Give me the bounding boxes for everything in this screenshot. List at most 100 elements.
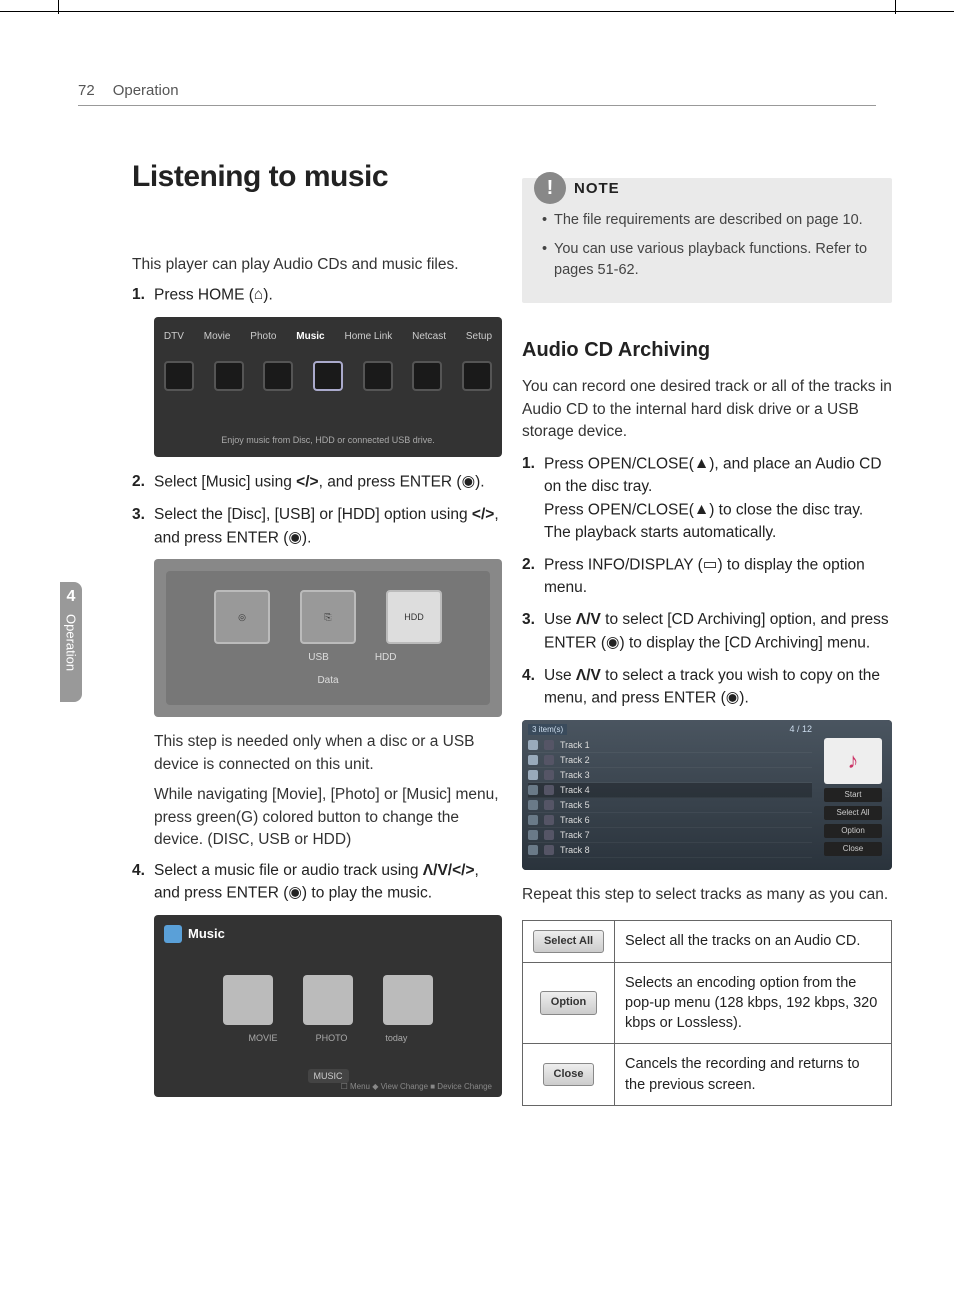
subsection-intro: You can record one desired track or all … <box>522 376 892 443</box>
track-side-btn: Start <box>824 788 882 802</box>
track-rows: Track 1Track 2Track 3Track 4Track 5Track… <box>528 738 812 858</box>
music-labels: MOVIE PHOTO today <box>154 1033 502 1043</box>
track-label: Track 2 <box>560 755 590 765</box>
netcast-icon <box>412 361 442 391</box>
option-desc: Selects an encoding option from the pop-… <box>615 962 892 1044</box>
step-number: 4. <box>522 665 544 710</box>
usb-card: ⎘ <box>300 590 356 644</box>
crop-mark-left <box>58 0 59 14</box>
intro-text: This player can play Audio CDs and music… <box>132 254 502 276</box>
step-text: Select the [Disc], [USB] or [HDD] option… <box>154 504 502 549</box>
track-list-inner: 3 item(s) 4 / 12 Track 1Track 2Track 3Tr… <box>522 720 892 870</box>
device-label: HDD <box>375 652 397 663</box>
track-checkbox-icon <box>528 755 538 765</box>
step-text: Use Λ/V to select a track you wish to co… <box>544 665 892 710</box>
step-number: 4. <box>132 860 154 905</box>
page-header: 72 Operation <box>78 82 876 106</box>
track-count: 3 item(s) <box>528 724 567 735</box>
note-label: NOTE <box>574 180 620 197</box>
home-item: Music <box>296 331 324 342</box>
track-side-btn: Option <box>824 824 882 838</box>
movie-icon <box>214 361 244 391</box>
table-row: Select All Select all the tracks on an A… <box>523 921 892 962</box>
option-button-cell: Close <box>523 1044 615 1106</box>
track-row: Track 3 <box>528 768 812 783</box>
left-steps-2: 2. Select [Music] using </>, and press E… <box>132 471 502 549</box>
step-number: 2. <box>522 554 544 599</box>
folder-card <box>383 975 433 1025</box>
step-text: Select [Music] using </>, and press ENTE… <box>154 471 502 494</box>
track-label: Track 4 <box>560 785 590 795</box>
track-row: Track 8 <box>528 843 812 858</box>
step-4: 4. Select a music file or audio track us… <box>132 860 502 905</box>
home-menu-icons <box>154 361 502 391</box>
section-name: Operation <box>113 82 179 99</box>
step-number: 2. <box>132 471 154 494</box>
enter-icon: ◉ <box>462 471 476 493</box>
rstep-3: 3. Use Λ/V to select [CD Archiving] opti… <box>522 609 892 654</box>
enter-icon: ◉ <box>606 632 620 654</box>
track-label: Track 8 <box>560 845 590 855</box>
step3-note-b: While navigating [Movie], [Photo] or [Mu… <box>154 784 502 851</box>
device-labels: USB HDD <box>259 652 396 663</box>
close-button: Close <box>543 1063 595 1086</box>
home-item: DTV <box>164 331 184 342</box>
track-file-icon <box>544 740 554 750</box>
track-side-panel: ♪ Start Select All Option Close <box>820 738 886 856</box>
home-item: Netcast <box>412 331 446 342</box>
track-file-icon <box>544 770 554 780</box>
note-item: The file requirements are described on p… <box>542 210 878 231</box>
option-desc: Cancels the recording and returns to the… <box>615 1044 892 1106</box>
option-button: Option <box>540 991 597 1014</box>
step-3: 3. Select the [Disc], [USB] or [HDD] opt… <box>132 504 502 549</box>
track-checkbox-icon <box>528 740 538 750</box>
track-file-icon <box>544 815 554 825</box>
note-list: The file requirements are described on p… <box>542 210 878 281</box>
device-label <box>259 652 262 663</box>
track-row: Track 1 <box>528 738 812 753</box>
step-text: Use Λ/V to select [CD Archiving] option,… <box>544 609 892 654</box>
music-title-bar: Music <box>164 925 225 943</box>
folder-card <box>303 975 353 1025</box>
track-checkbox-icon <box>528 800 538 810</box>
enter-icon: ◉ <box>288 882 302 904</box>
left-column: Listening to music This player can play … <box>132 160 502 1111</box>
crop-mark-right <box>895 0 896 14</box>
eject-icon: ▲ <box>694 453 709 475</box>
option-desc: Select all the tracks on an Audio CD. <box>615 921 892 962</box>
step-text: Press OPEN/CLOSE(▲), and place an Audio … <box>544 453 892 544</box>
home-item: Photo <box>250 331 276 342</box>
track-checkbox-icon <box>528 815 538 825</box>
track-checkbox-icon <box>528 770 538 780</box>
home-item: Setup <box>466 331 492 342</box>
track-label: Track 1 <box>560 740 590 750</box>
track-row: Track 6 <box>528 813 812 828</box>
note-item: You can use various playback functions. … <box>542 239 878 281</box>
device-select-inner: ◎ ⎘ HDD USB HDD Data <box>166 571 490 705</box>
repeat-note: Repeat this step to select tracks as man… <box>522 884 892 906</box>
table-row: Option Selects an encoding option from t… <box>523 962 892 1044</box>
options-table: Select All Select all the tracks on an A… <box>522 920 892 1106</box>
track-list-screenshot: 3 item(s) 4 / 12 Track 1Track 2Track 3Tr… <box>522 720 892 870</box>
track-label: Track 7 <box>560 830 590 840</box>
track-file-icon <box>544 800 554 810</box>
home-item: Movie <box>204 331 231 342</box>
track-checkbox-icon <box>528 785 538 795</box>
note-icon: ! <box>534 172 566 204</box>
device-bottom-label: Data <box>317 675 338 686</box>
home-icon: ⌂ <box>254 284 263 306</box>
chapter-label: Operation <box>64 614 79 671</box>
step-2: 2. Select [Music] using </>, and press E… <box>132 471 502 494</box>
enter-icon: ◉ <box>288 527 302 549</box>
step-number: 3. <box>132 504 154 549</box>
track-row: Track 7 <box>528 828 812 843</box>
note-header: ! NOTE <box>534 172 620 204</box>
rstep-2: 2. Press INFO/DISPLAY (▭) to display the… <box>522 554 892 599</box>
track-label: Track 3 <box>560 770 590 780</box>
rstep-1: 1. Press OPEN/CLOSE(▲), and place an Aud… <box>522 453 892 544</box>
track-label: Track 6 <box>560 815 590 825</box>
chapter-number: 4 <box>60 582 82 606</box>
option-button-cell: Option <box>523 962 615 1044</box>
track-side-btn: Close <box>824 842 882 856</box>
music-browser-screenshot: Music MOVIE PHOTO today MUSIC ☐ Menu ◆ V… <box>154 915 502 1097</box>
